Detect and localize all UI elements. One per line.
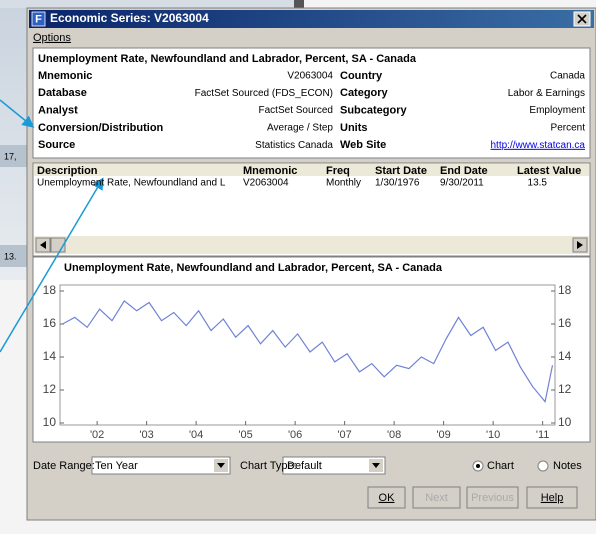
- button-label: OK: [379, 492, 396, 504]
- window-title: Economic Series: V2063004: [50, 11, 209, 25]
- spreadsheet-bg: [0, 0, 300, 8]
- list-header: [34, 164, 589, 176]
- arrow-icon: [217, 463, 225, 468]
- cell: [0, 245, 30, 267]
- button[interactable]: [367, 486, 406, 509]
- y-tick-label: 16: [43, 316, 57, 330]
- info-value: Labor & Earnings: [508, 88, 585, 99]
- info-value: V2063004: [287, 71, 333, 82]
- menu-item: Options: [33, 32, 71, 44]
- info-label: Subcategory: [340, 105, 408, 117]
- info-link: http://www.statcan.ca: [491, 140, 586, 151]
- radio-label: Chart: [487, 460, 514, 472]
- info-label: Mnemonic: [38, 70, 92, 82]
- x-tick-label: '07: [337, 429, 351, 441]
- bg-label: 17,: [4, 151, 17, 161]
- arrow-icon: [372, 463, 380, 468]
- arrow-icon: [577, 241, 583, 249]
- info-label: Units: [340, 122, 368, 134]
- date-range-combo[interactable]: [91, 456, 231, 475]
- y-tick-label: 12: [43, 382, 57, 396]
- button: [466, 486, 519, 509]
- button-label: Previous: [471, 492, 514, 504]
- list-cell: 1/30/1976: [375, 178, 420, 189]
- radio[interactable]: [537, 460, 549, 472]
- title-bar: [29, 10, 594, 28]
- y-tick-label: 14: [558, 349, 572, 363]
- x-tick-label: '08: [387, 429, 401, 441]
- spreadsheet-bg: [0, 0, 30, 280]
- x-tick-label: '09: [436, 429, 450, 441]
- y-tick-label: 14: [43, 349, 57, 363]
- cell: [0, 145, 30, 167]
- combo-value: Default: [287, 460, 322, 472]
- info-value: FactSet Sourced (FDS_ECON): [195, 88, 333, 99]
- y-tick-label: 18: [558, 283, 572, 297]
- annotation-arrow: [0, 177, 104, 353]
- data-line: [62, 300, 554, 403]
- info-label: Analyst: [38, 105, 78, 117]
- app-icon: [31, 11, 46, 27]
- app-icon-letter: F: [35, 13, 42, 25]
- column-header: Description: [37, 165, 98, 177]
- info-label: Conversion/Distribution: [38, 122, 164, 134]
- info-value: Percent: [551, 123, 586, 134]
- label: Chart Type:: [240, 460, 297, 472]
- info-panel: [32, 47, 591, 159]
- info-value: Canada: [550, 71, 585, 82]
- x-tick-label: '03: [139, 429, 153, 441]
- info-value: Statistics Canada: [255, 140, 333, 151]
- y-tick-label: 12: [558, 382, 572, 396]
- info-label: Web Site: [340, 139, 386, 151]
- info-label: Category: [340, 87, 389, 99]
- column-header: End Date: [440, 165, 488, 177]
- column-header: Latest Value: [517, 165, 581, 177]
- button: [412, 486, 461, 509]
- list-cell: 13.5: [528, 178, 548, 189]
- button-label: Next: [425, 492, 448, 504]
- x-tick-label: '04: [189, 429, 203, 441]
- info-label: Country: [340, 70, 383, 82]
- y-tick-label: 16: [558, 316, 572, 330]
- x-tick-label: '11: [536, 429, 550, 441]
- y-tick-label: 10: [558, 415, 572, 429]
- annotation-arrow: [0, 99, 35, 128]
- divider: [294, 0, 304, 10]
- radio-label: Notes: [553, 460, 582, 472]
- bg-label: 13.: [4, 251, 17, 261]
- info-label: Database: [38, 87, 87, 99]
- x-tick-label: '05: [238, 429, 252, 441]
- info-label: Source: [38, 139, 75, 151]
- x-tick-label: '06: [288, 429, 302, 441]
- arrow-icon: [40, 241, 46, 249]
- close-icon: [577, 14, 587, 24]
- list-cell: Monthly: [326, 178, 361, 189]
- column-header: Mnemonic: [243, 165, 297, 177]
- info-value: Employment: [529, 105, 585, 116]
- button[interactable]: [526, 486, 578, 509]
- button-label: Help: [541, 492, 564, 504]
- label: Date Range:: [33, 460, 95, 472]
- info-value: Average / Step: [267, 123, 333, 134]
- x-tick-label: '10: [486, 429, 500, 441]
- y-tick-label: 18: [43, 283, 57, 297]
- radio-dot: [476, 464, 480, 468]
- list-cell: V2063004: [243, 178, 289, 189]
- column-header: Freq: [326, 165, 350, 177]
- list-cell: 9/30/2011: [440, 178, 484, 189]
- plot-frame: [59, 284, 556, 426]
- h-scrollbar[interactable]: [34, 236, 589, 254]
- info-value: FactSet Sourced: [259, 105, 333, 116]
- info-heading: Unemployment Rate, Newfoundland and Labr…: [38, 53, 417, 65]
- y-tick-label: 10: [43, 415, 57, 429]
- column-header: Start Date: [375, 165, 427, 177]
- x-tick-label: '02: [90, 429, 104, 441]
- list-cell: Unemployment Rate, Newfoundland and L: [37, 178, 226, 189]
- chart-title: Unemployment Rate, Newfoundland and Labr…: [64, 262, 443, 274]
- combo-value: Ten Year: [95, 460, 138, 472]
- chart-type-combo[interactable]: [282, 456, 386, 475]
